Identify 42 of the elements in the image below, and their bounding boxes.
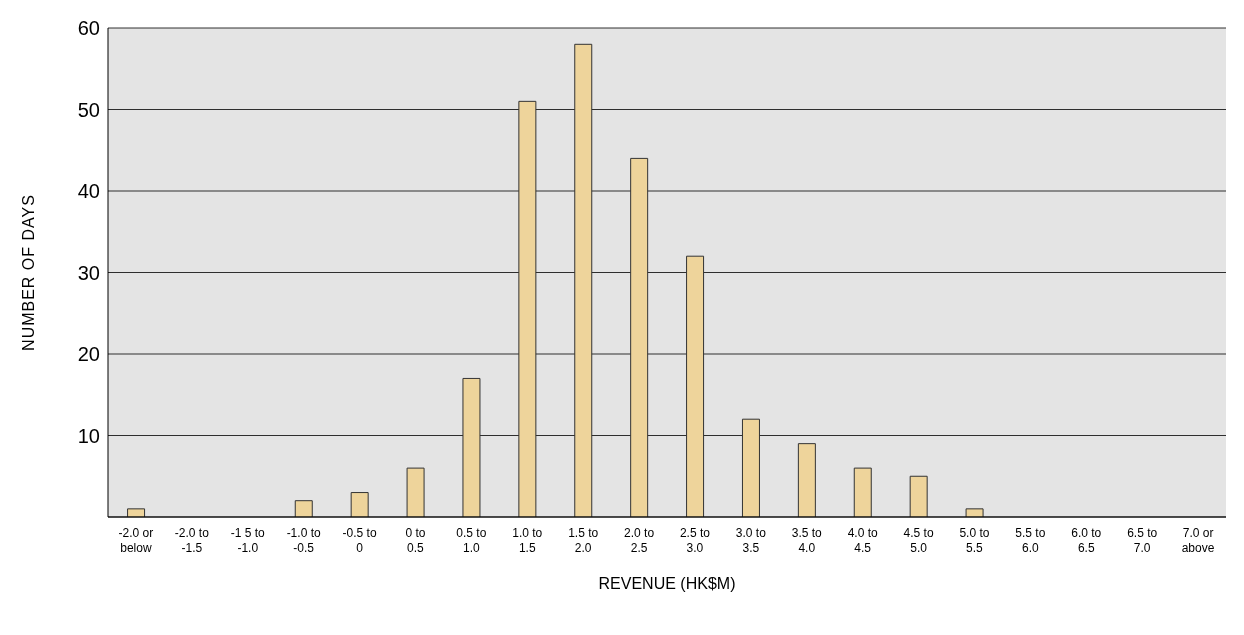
x-tick-label: 0 to 0.5 [405,526,426,555]
y-tick-label: 30 [77,261,100,284]
y-tick-label: 40 [77,180,100,203]
bar [909,475,928,517]
x-tick-label: 0.5 to 1.0 [456,526,487,555]
bar [518,100,537,517]
y-tick-label: 60 [77,17,100,40]
bar [574,43,593,517]
x-tick-label: 3.0 to 3.5 [735,526,767,555]
x-tick-label: -2.0 or below [118,526,154,555]
x-tick-label: 5.5 to 6.0 [1015,526,1046,555]
x-tick-label: 1.5 to 2.0 [568,526,599,555]
x-tick-label: 2.5 to 3.0 [679,526,711,555]
bar [406,467,425,517]
bar [127,508,146,517]
x-tick-label: 5.0 to 5.5 [959,526,990,555]
x-axis-title: REVENUE (HK$M) [598,575,736,592]
x-tick-label: 6.5 to 7.0 [1127,526,1158,555]
x-tick-label: -1 5 to -1.0 [230,526,266,555]
x-tick-label: 1.0 to 1.5 [512,526,543,555]
bar [686,255,705,517]
bar [462,377,481,517]
bar [350,492,369,517]
y-tick-label: 10 [77,424,100,447]
y-tick-label: 50 [77,98,100,121]
x-tick-label: 6.0 to 6.5 [1071,526,1102,555]
bar [853,467,872,517]
x-tick-label: -0.5 to 0 [342,526,377,555]
bar [965,508,984,517]
bar [294,500,313,517]
bar [741,418,760,517]
bar [797,443,816,517]
x-tick-label: 7.0 or above [1181,526,1215,555]
x-tick-label: -1.0 to -0.5 [286,526,321,555]
x-tick-label: 3.5 to 4.0 [791,526,823,555]
x-tick-label: 2.0 to 2.5 [624,526,655,555]
y-tick-label: 20 [77,343,100,366]
x-tick-label: 4.5 to 5.0 [903,526,934,555]
y-axis-title: NUMBER OF DAYS [19,194,37,351]
bar [630,157,649,517]
x-tick-label: -2.0 to -1.5 [174,526,210,555]
x-tick-label: 4.0 to 4.5 [847,526,878,555]
